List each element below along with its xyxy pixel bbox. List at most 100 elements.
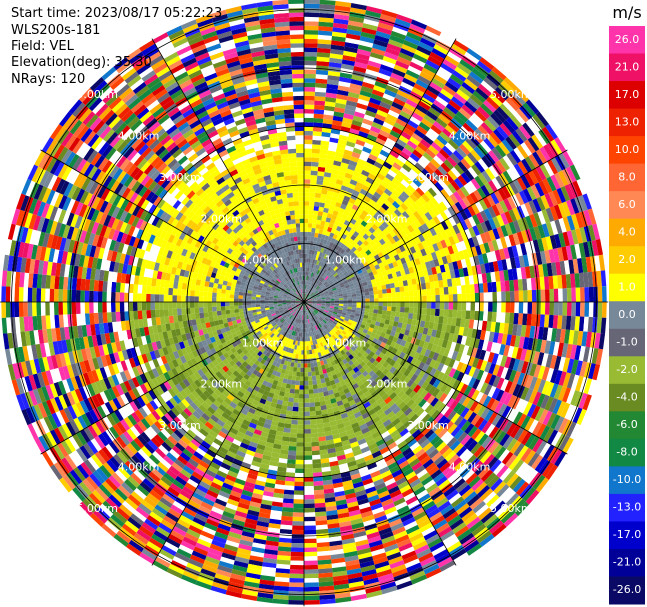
range-gate	[312, 135, 322, 141]
range-gate	[518, 290, 524, 302]
range-gate	[412, 284, 418, 291]
range-gate	[329, 53, 344, 60]
range-gate	[457, 302, 462, 311]
range-gate	[295, 380, 300, 386]
range-gate	[284, 480, 295, 487]
range-gate	[323, 207, 329, 213]
range-gate	[310, 432, 319, 438]
range-gate	[307, 376, 313, 381]
range-gate	[308, 205, 315, 211]
range-gate	[400, 302, 405, 308]
range-gate	[304, 398, 310, 403]
range-gate	[304, 38, 318, 44]
range-gate	[378, 305, 383, 311]
range-gate	[304, 402, 310, 408]
range-gate	[504, 312, 510, 324]
range-gate	[334, 106, 346, 114]
range-gate	[290, 384, 296, 390]
range-gate	[325, 163, 334, 169]
velocity-rays	[1, 0, 607, 605]
range-gate	[304, 21, 319, 26]
range-gate	[391, 297, 397, 302]
range-gate	[421, 282, 427, 290]
range-gate	[298, 407, 304, 412]
range-gate	[562, 302, 568, 316]
range-gate	[344, 108, 356, 116]
range-gate	[283, 493, 294, 500]
range-gate	[304, 209, 309, 215]
range-gate	[286, 467, 296, 473]
range-gate	[307, 223, 313, 228]
range-gate	[566, 302, 572, 317]
range-gate	[390, 287, 396, 293]
range-gate	[304, 293, 307, 298]
range-gate	[505, 291, 511, 302]
range-gate	[327, 75, 340, 81]
range-gate	[308, 258, 311, 263]
range-gate	[517, 313, 524, 325]
range-gate	[311, 263, 315, 269]
range-gate	[575, 302, 581, 317]
range-gate	[331, 35, 346, 42]
range-gate	[413, 290, 418, 297]
range-gate	[309, 406, 316, 412]
range-gate	[318, 392, 325, 398]
range-gate	[304, 87, 316, 92]
range-gate	[321, 127, 332, 133]
range-gate	[314, 246, 319, 252]
range-gate	[286, 410, 293, 416]
range-gate	[457, 293, 462, 302]
range-gate	[452, 293, 458, 302]
range-gate	[314, 228, 320, 234]
range-gate	[304, 591, 320, 596]
range-gate	[304, 183, 311, 189]
range-gate	[320, 140, 330, 146]
range-gate	[335, 0, 352, 8]
range-gate	[291, 375, 297, 381]
range-gate	[289, 582, 304, 588]
range-gate	[320, 220, 326, 226]
range-gate	[304, 139, 313, 145]
range-gate	[292, 525, 304, 531]
range-gate	[328, 181, 336, 188]
range-gate	[349, 83, 362, 91]
range-gate	[304, 586, 320, 592]
range-gate	[403, 312, 409, 319]
range-gate	[304, 569, 319, 575]
range-gate	[290, 380, 296, 385]
range-gate	[536, 289, 541, 302]
range-gate	[404, 307, 410, 314]
range-gate	[364, 308, 370, 313]
range-gate	[373, 290, 379, 295]
range-gate	[304, 556, 318, 561]
range-gate	[439, 287, 445, 295]
range-gate	[308, 267, 312, 272]
range-gate	[434, 315, 440, 324]
range-gate	[311, 227, 316, 233]
range-gate	[399, 312, 405, 318]
range-gate	[304, 152, 312, 158]
range-gate	[549, 288, 555, 302]
range-gate	[316, 52, 331, 58]
range-gate	[558, 288, 563, 302]
range-gate	[342, 54, 356, 62]
range-gate	[304, 192, 310, 197]
range-gate	[483, 302, 489, 312]
range-gate	[492, 302, 498, 313]
range-gate	[296, 442, 304, 447]
range-gate	[304, 564, 319, 570]
range-gate	[461, 310, 467, 319]
range-gate	[317, 427, 325, 433]
range-gate	[316, 61, 330, 67]
range-gate	[288, 591, 304, 596]
range-gate	[304, 560, 318, 566]
range-gate	[315, 184, 323, 190]
range-gate	[408, 313, 414, 320]
range-gate	[296, 437, 304, 443]
range-gate	[304, 165, 312, 171]
range-gate	[330, 173, 339, 180]
range-gate	[309, 402, 316, 408]
range-gate	[317, 43, 332, 49]
range-gate	[356, 304, 361, 308]
